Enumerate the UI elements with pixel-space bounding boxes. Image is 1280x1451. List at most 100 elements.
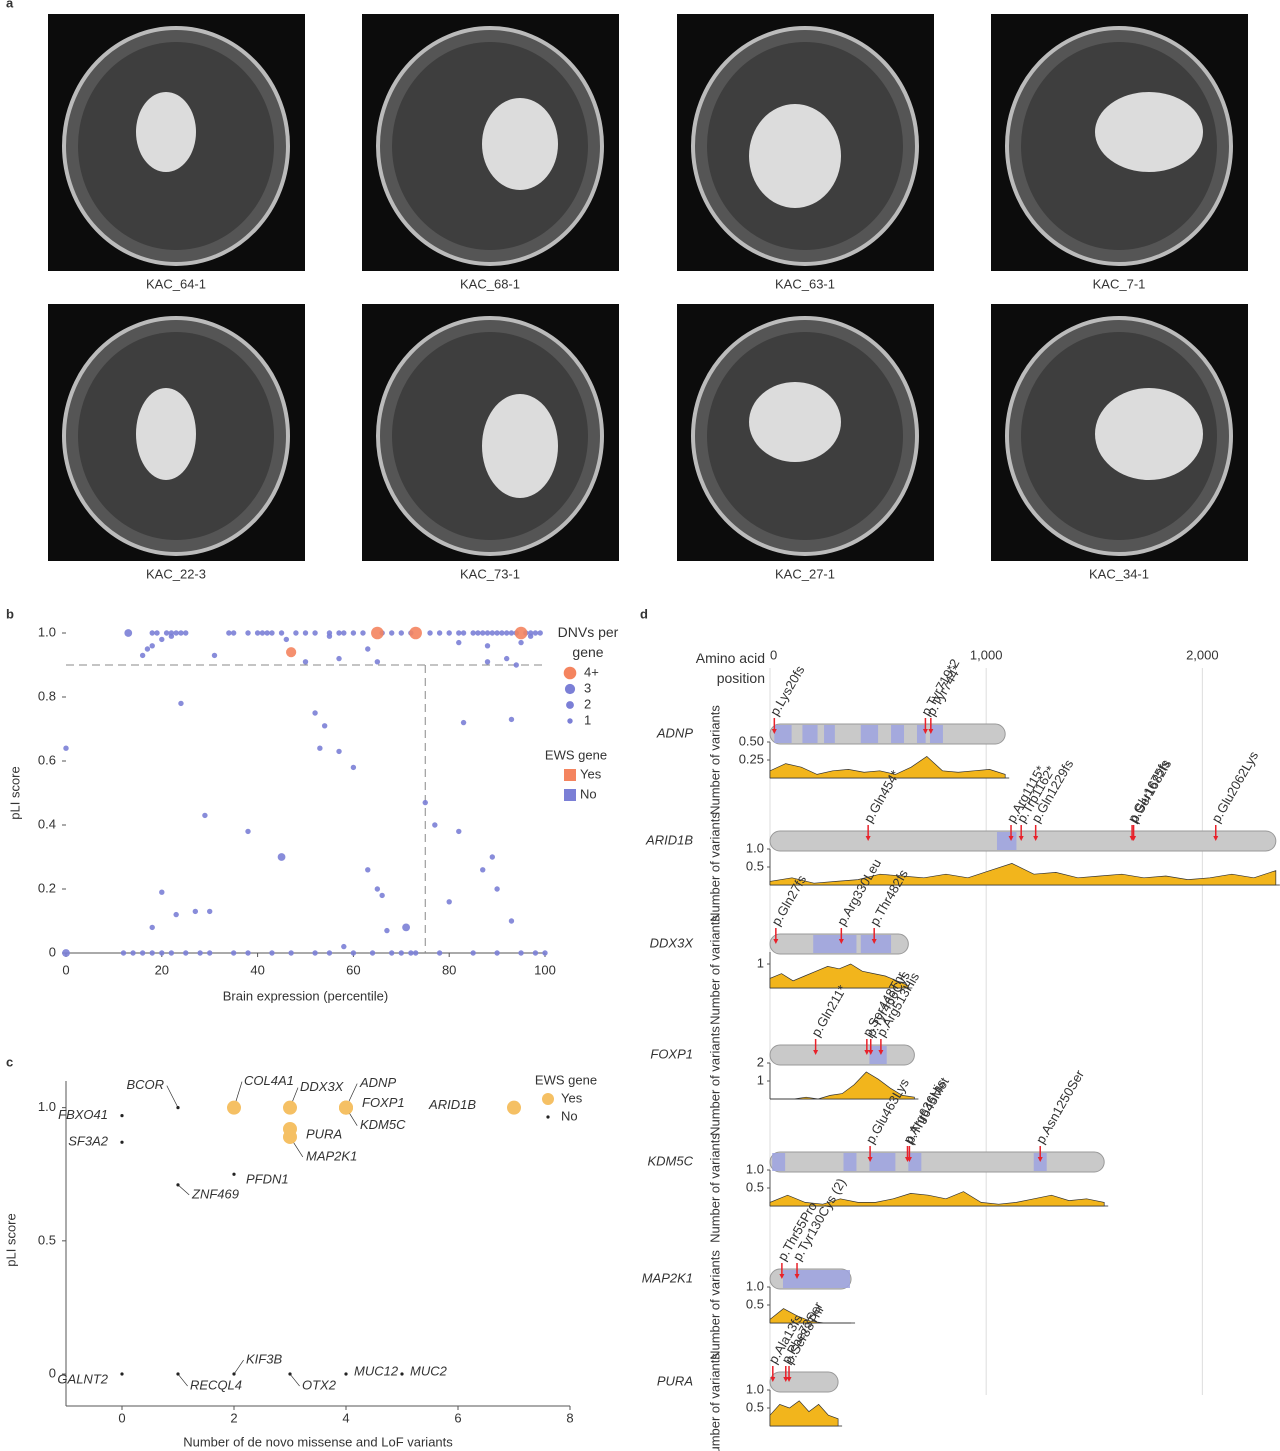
track-y-label: Number of variants (707, 1026, 722, 1136)
protein-domain (916, 725, 926, 743)
gene-label: ZNF469 (191, 1186, 239, 1201)
leader-line (289, 1373, 300, 1387)
legend-size-marker (567, 718, 573, 724)
variant-arrowhead (783, 1377, 789, 1382)
variant-label: p.Asn1250Ser (1033, 1067, 1088, 1146)
data-point (446, 630, 452, 636)
mri-fluid (749, 382, 841, 462)
y-tick-label: 0 (49, 944, 56, 959)
variant-arrowhead (922, 729, 928, 734)
variant-arrowhead (770, 1377, 776, 1382)
image-caption: KAC_63-1 (775, 276, 835, 291)
legend-size-marker (563, 666, 577, 680)
legend-size-label: 4+ (584, 664, 599, 679)
gene-label: RECQL4 (190, 1377, 242, 1392)
variant-arrowhead (1037, 1157, 1043, 1162)
data-point (484, 643, 491, 649)
mri-fluid (1095, 92, 1203, 172)
data-point (207, 950, 213, 956)
protein-name: KDM5C (647, 1153, 693, 1168)
data-point (409, 626, 422, 640)
data-point (245, 630, 251, 636)
x-tick-label: 100 (534, 962, 556, 977)
leader-line (177, 1373, 188, 1387)
variant-arrowhead (1018, 836, 1024, 841)
variant-density (769, 1308, 852, 1324)
variant-arrowhead (1131, 836, 1137, 841)
legend-swatch (564, 789, 576, 801)
variant-density (769, 1400, 839, 1427)
data-point (398, 630, 404, 636)
data-point (336, 748, 342, 755)
data-point (144, 646, 151, 652)
data-point (400, 1372, 404, 1376)
protein-name: ARID1B (645, 832, 693, 847)
variant-arrowhead (868, 1050, 874, 1055)
data-point (176, 1106, 180, 1110)
data-point (178, 630, 184, 636)
data-point (130, 950, 136, 956)
legend-size-label: 3 (584, 680, 591, 695)
data-point (508, 918, 515, 924)
data-point (326, 950, 333, 956)
data-point (286, 647, 297, 658)
data-point (480, 630, 486, 636)
data-point (456, 639, 462, 646)
data-point (446, 899, 452, 905)
track-y-label: Number of variants (707, 1353, 722, 1451)
protein-bar (769, 1151, 1105, 1173)
data-point (139, 652, 146, 659)
data-point (293, 630, 299, 636)
data-point (62, 949, 70, 957)
leader-line (166, 1085, 179, 1108)
data-point (178, 700, 184, 707)
y-tick-label: 1.0 (38, 624, 56, 639)
data-point (317, 745, 323, 751)
protein-domain (996, 832, 1017, 850)
variant-density (770, 1071, 915, 1100)
data-point (436, 630, 443, 636)
y-tick-label: 0.5 (38, 1232, 56, 1247)
data-point (475, 630, 481, 636)
variant-arrowhead (794, 1274, 800, 1279)
mri-fluid (136, 92, 196, 172)
gene-label: KDM5C (360, 1117, 406, 1132)
protein-name: FOXP1 (650, 1046, 693, 1061)
leader-line (177, 1184, 190, 1196)
data-point (168, 633, 175, 639)
data-point (120, 1114, 124, 1118)
x-tick-label: 80 (442, 962, 456, 977)
data-point (139, 950, 146, 956)
legend-size-label: 2 (584, 696, 591, 711)
mri-fluid (136, 388, 196, 480)
data-point (508, 630, 515, 636)
data-point (408, 950, 414, 956)
variant-density (769, 963, 909, 989)
image-caption: KAC_7-1 (1093, 276, 1146, 291)
mri-fluid (749, 104, 841, 208)
data-point (350, 630, 357, 636)
image-caption: KAC_73-1 (460, 566, 520, 581)
variant-arrowhead (878, 1050, 884, 1055)
data-point (484, 659, 491, 665)
variant-density (769, 755, 1006, 779)
protein-name: PURA (657, 1373, 693, 1388)
data-point (283, 1129, 297, 1144)
variant-density (769, 1191, 1105, 1207)
gene-label: PFDN1 (246, 1172, 289, 1187)
y-tick-label: 0.25 (739, 751, 764, 766)
data-point (336, 655, 342, 662)
y-tick-label: 0.5 (746, 1399, 764, 1414)
protein-domain (782, 1270, 850, 1288)
leader-line (233, 1359, 244, 1375)
variant-label: p.Gln211* (808, 982, 849, 1039)
data-point (374, 659, 381, 665)
variant-arrowhead (1213, 836, 1219, 841)
data-point (537, 630, 543, 636)
y-tick-label: 1.0 (746, 1161, 764, 1176)
gene-label: PURA (306, 1126, 342, 1141)
x-axis-label: Number of de novo missense and LoF varia… (183, 1434, 453, 1449)
y-tick-label: 0.4 (38, 816, 56, 831)
legend-label: Yes (580, 766, 602, 781)
data-point (412, 950, 419, 956)
